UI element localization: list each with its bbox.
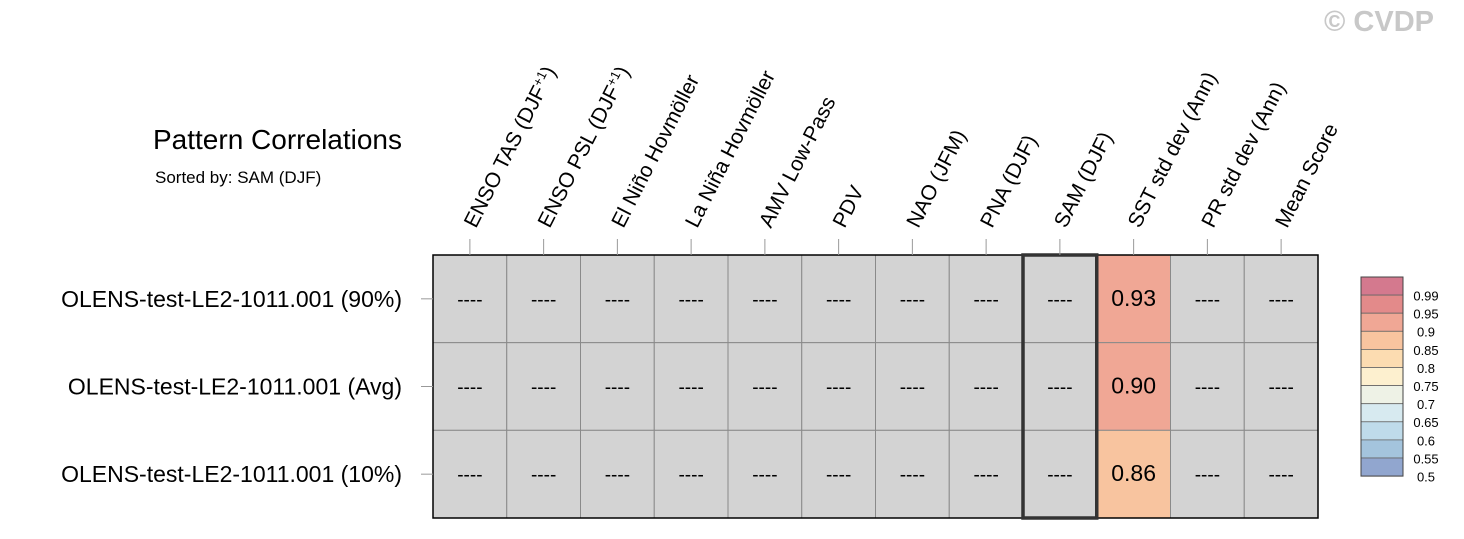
cell-label: ---- [900, 378, 925, 399]
cell-label: ---- [826, 378, 851, 399]
cell-label: ---- [605, 378, 630, 399]
heatmap-cell [1096, 429, 1171, 519]
column-label: SAM (DJF) [1050, 128, 1118, 231]
cell-label: ---- [1268, 378, 1293, 399]
colorbar-label: 0.99 [1413, 289, 1438, 304]
heatmap-cell [727, 342, 803, 431]
colorbar-label: 0.85 [1413, 343, 1438, 358]
column-label: NAO (JFM) [902, 126, 971, 231]
colorbar-swatch [1360, 330, 1404, 350]
row-label: OLENS-test-LE2-1011.001 (Avg) [68, 374, 402, 400]
column-label: PNA (DJF) [976, 131, 1042, 231]
heatmap-cell [801, 429, 876, 519]
colorbar-swatch [1360, 403, 1404, 423]
colorbar-label: 0.95 [1413, 307, 1438, 322]
cell-label: ---- [457, 378, 482, 399]
cell-label: ---- [752, 378, 777, 399]
heatmap-cell [1243, 254, 1319, 344]
colorbar-swatch [1360, 421, 1404, 441]
heatmap-cell [506, 254, 581, 344]
column-label: Mean Score [1271, 120, 1343, 231]
heatmap-cell [580, 342, 655, 431]
cell-label: ---- [1047, 290, 1072, 311]
cell-label: ---- [678, 378, 703, 399]
cell-label: ---- [457, 465, 482, 486]
cell-label: ---- [1047, 378, 1072, 399]
cell-label: ---- [1268, 290, 1293, 311]
colorbar-swatch [1360, 294, 1404, 314]
cell-label: ---- [1195, 378, 1220, 399]
column-label: PDV [829, 182, 869, 231]
cell-label: ---- [1195, 465, 1220, 486]
heatmap-cell [1243, 342, 1319, 431]
heatmap-cell [1243, 429, 1319, 519]
colorbar-label: 0.7 [1417, 397, 1435, 412]
colorbar-swatch [1360, 385, 1404, 405]
heatmap-cell [1170, 342, 1245, 431]
cell-label: ---- [678, 465, 703, 486]
colorbar-label: 0.9 [1417, 325, 1435, 340]
cell-label: ---- [678, 290, 703, 311]
cell-label: ---- [605, 290, 630, 311]
heatmap-cell [875, 429, 950, 519]
cell-label: ---- [1268, 465, 1293, 486]
cell-label: ---- [531, 290, 556, 311]
cell-label: ---- [457, 290, 482, 311]
heatmap-cell [653, 429, 729, 519]
cell-label: ---- [1195, 290, 1220, 311]
chart-title: Pattern Correlations [153, 124, 403, 155]
heatmap-cell [580, 429, 655, 519]
colorbar-swatch [1360, 276, 1404, 296]
column-label: AMV Low-Pass [755, 93, 841, 231]
colorbar-border [1360, 276, 1404, 477]
colorbar-label: 0.75 [1413, 379, 1438, 394]
cell-label: 0.90 [1111, 373, 1156, 399]
colorbar-label: 0.65 [1413, 415, 1438, 430]
cell-label: 0.86 [1111, 460, 1156, 486]
cell-label: ---- [900, 290, 925, 311]
cell-label: 0.93 [1111, 285, 1156, 311]
heatmap-cell [1022, 342, 1098, 431]
colorbar-label: 0.55 [1413, 451, 1438, 466]
colorbar-swatch [1360, 312, 1404, 332]
colorbar-label: 0.5 [1417, 470, 1435, 485]
cell-label: ---- [531, 378, 556, 399]
cell-label: ---- [752, 465, 777, 486]
cell-label: ---- [605, 465, 630, 486]
cell-label: ---- [752, 290, 777, 311]
cvdp-watermark: © CVDP [1324, 6, 1434, 38]
cell-label: ---- [973, 378, 998, 399]
colorbar-swatch [1360, 367, 1404, 387]
chart-subtitle: Sorted by: SAM (DJF) [155, 168, 322, 187]
row-label: OLENS-test-LE2-1011.001 (10%) [61, 461, 402, 487]
colorbar-swatch [1360, 439, 1404, 459]
cell-label: ---- [826, 290, 851, 311]
colorbar-label: 0.8 [1417, 361, 1435, 376]
heatmap-cell [432, 429, 508, 519]
heatmap-cell [432, 342, 508, 431]
cell-label: ---- [900, 465, 925, 486]
cell-label: ---- [973, 290, 998, 311]
colorbar-swatch [1360, 457, 1404, 477]
cell-label: ---- [1047, 465, 1072, 486]
colorbar-label: 0.6 [1417, 433, 1435, 448]
heatmap-cell [1170, 254, 1245, 344]
cell-label: ---- [973, 465, 998, 486]
row-label: OLENS-test-LE2-1011.001 (90%) [61, 286, 402, 312]
heatmap-cell [875, 342, 950, 431]
cell-label: ---- [531, 465, 556, 486]
cell-label: ---- [826, 465, 851, 486]
heatmap-cell [948, 254, 1024, 344]
colorbar-swatch [1360, 348, 1404, 368]
heatmap-cell [801, 342, 876, 431]
